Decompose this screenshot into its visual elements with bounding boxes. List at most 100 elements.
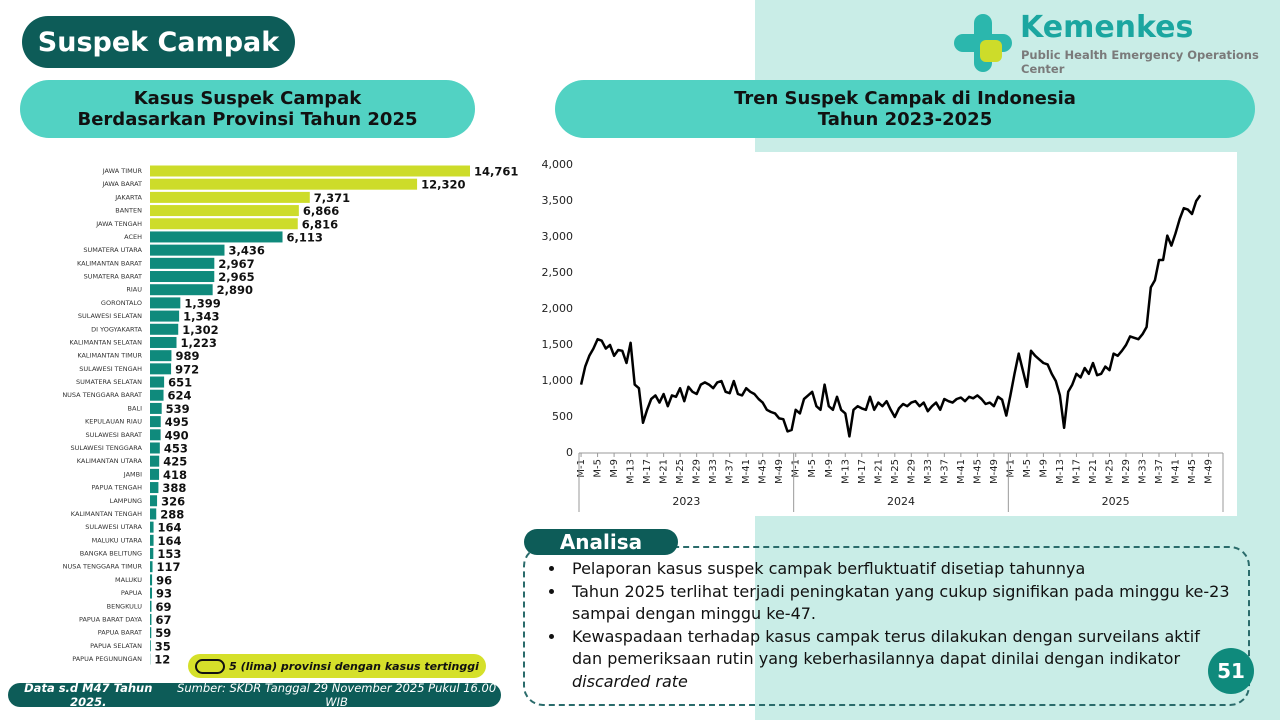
category-label: SULAWESI BARAT xyxy=(86,431,142,439)
x-tick-label: M-1 xyxy=(791,459,802,478)
group-label: 2025 xyxy=(1102,495,1130,508)
bar xyxy=(150,429,161,441)
value-label: 388 xyxy=(162,481,186,495)
category-label: SULAWESI TENGGARA xyxy=(70,444,142,452)
y-tick-label: 2,000 xyxy=(542,302,574,315)
x-tick-label: M-21 xyxy=(873,459,884,484)
y-tick-label: 2,500 xyxy=(542,266,574,279)
x-tick-label: M-5 xyxy=(593,459,604,478)
x-tick-label: M-37 xyxy=(1154,459,1165,484)
x-tick-label: M-21 xyxy=(1088,459,1099,484)
x-tick-label: M-25 xyxy=(1104,459,1115,484)
category-label: JAWA TENGAH xyxy=(95,220,142,228)
chart-title: Tren Suspek Campak di Indonesia xyxy=(734,88,1076,109)
category-label: KALIMANTAN SELATAN xyxy=(69,338,142,346)
x-tick-label: M-49 xyxy=(989,459,1000,484)
category-label: SUMATERA SELATAN xyxy=(76,378,142,386)
bar xyxy=(150,600,152,612)
bar xyxy=(150,389,164,401)
bar xyxy=(150,402,162,414)
bar xyxy=(150,627,152,639)
category-label: KALIMANTAN TIMUR xyxy=(77,352,142,360)
category-label: JAMBI xyxy=(123,470,142,478)
x-tick-label: M-17 xyxy=(857,459,868,484)
group-label: 2024 xyxy=(887,495,915,508)
category-label: ACEH xyxy=(124,233,142,241)
bar xyxy=(150,561,153,573)
value-label: 6,816 xyxy=(302,217,338,231)
bar xyxy=(150,587,153,599)
analysis-heading: Analisa xyxy=(524,529,678,555)
bar xyxy=(150,495,158,507)
category-label: LAMPUNG xyxy=(110,497,142,505)
bar xyxy=(150,257,215,269)
value-label: 453 xyxy=(164,441,188,455)
bar xyxy=(150,640,151,652)
y-tick-label: 500 xyxy=(552,410,573,423)
category-label: SUMATERA BARAT xyxy=(84,273,142,281)
value-label: 6,113 xyxy=(287,230,323,244)
category-label: KEPULAUAN RIAU xyxy=(85,418,142,426)
category-label: RIAU xyxy=(126,286,142,294)
x-tick-label: M-33 xyxy=(923,459,934,484)
page-number: 51 xyxy=(1208,648,1254,694)
x-tick-label: M-37 xyxy=(725,459,736,484)
category-label: SULAWESI SELATAN xyxy=(78,312,142,320)
chart-title: Tahun 2023-2025 xyxy=(817,109,993,130)
x-tick-label: M-45 xyxy=(1187,459,1198,484)
footer: Data s.d M47 Tahun 2025. Sumber: SKDR Ta… xyxy=(8,681,501,709)
chart-title: Berdasarkan Provinsi Tahun 2025 xyxy=(77,109,418,130)
value-label: 35 xyxy=(155,639,171,653)
bar xyxy=(150,310,180,322)
legend-symbol xyxy=(195,658,226,674)
category-label: BANGKA BELITUNG xyxy=(80,550,142,558)
category-label: PAPUA BARAT DAYA xyxy=(79,615,143,623)
bar xyxy=(150,271,215,283)
analysis-emphasis: discarded rate xyxy=(572,671,688,691)
x-tick-label: M-1 xyxy=(576,459,587,478)
category-label: PAPUA xyxy=(121,589,143,597)
category-label: NUSA TENGGARA TIMUR xyxy=(63,563,143,571)
value-label: 117 xyxy=(157,560,181,574)
category-label: PAPUA SELATAN xyxy=(90,642,142,650)
x-tick-label: M-9 xyxy=(1038,459,1049,478)
y-tick-label: 1,500 xyxy=(542,338,574,351)
y-tick-label: 3,500 xyxy=(542,194,574,207)
value-label: 1,343 xyxy=(183,310,219,324)
trend-line xyxy=(579,194,1202,438)
category-label: BENGKULU xyxy=(107,602,143,610)
value-label: 624 xyxy=(168,389,192,403)
bar xyxy=(150,468,160,480)
legend: 5 (lima) provinsi dengan kasus tertinggi xyxy=(188,654,486,678)
category-label: PAPUA PEGUNUNGAN xyxy=(72,655,142,663)
x-tick-label: M-9 xyxy=(609,459,620,478)
bar xyxy=(150,231,283,243)
x-tick-label: M-33 xyxy=(708,459,719,484)
value-label: 7,371 xyxy=(314,191,350,205)
bar xyxy=(150,613,152,625)
x-tick-label: M-49 xyxy=(1204,459,1215,484)
x-tick-label: M-29 xyxy=(692,459,703,484)
analysis-list: Pelaporan kasus suspek campak berfluktua… xyxy=(536,558,1230,693)
category-label: JAWA BARAT xyxy=(101,180,142,188)
x-tick-label: M-45 xyxy=(758,459,769,484)
category-label: MALUKU UTARA xyxy=(92,536,143,544)
bar xyxy=(150,416,161,428)
value-label: 1,302 xyxy=(182,323,218,337)
x-tick-label: M-13 xyxy=(840,459,851,484)
analysis-box xyxy=(523,546,1250,706)
value-label: 425 xyxy=(163,455,187,469)
page-title: Suspek Campak xyxy=(22,16,295,68)
bar xyxy=(150,205,299,217)
x-tick-label: M-13 xyxy=(626,459,637,484)
bar xyxy=(150,363,172,375)
bar xyxy=(150,548,154,560)
logo-name: Kemenkes xyxy=(1020,10,1194,45)
value-label: 418 xyxy=(163,468,187,482)
category-label: KALIMANTAN BARAT xyxy=(77,259,142,267)
value-label: 2,967 xyxy=(218,257,254,271)
bar xyxy=(150,244,225,256)
value-label: 651 xyxy=(168,376,192,390)
bar xyxy=(150,534,154,546)
bar xyxy=(150,442,160,454)
